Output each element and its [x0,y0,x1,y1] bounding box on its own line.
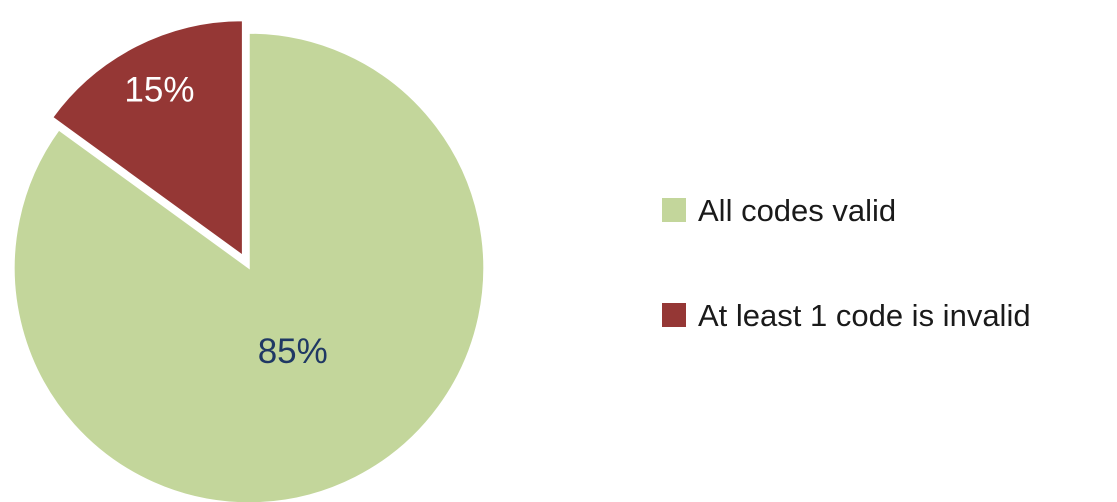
legend-swatch-invalid [662,303,686,327]
pie-slice-labels: 85% 15% [124,70,327,371]
legend-label-invalid: At least 1 code is invalid [698,298,1031,333]
legend-item-invalid: At least 1 code is invalid [662,298,1031,333]
pie-slice-invalid [51,19,244,257]
pie-slice-all-codes-valid [13,32,485,502]
legend-label-all-codes-valid: All codes valid [698,193,896,228]
slice-label-all-codes-valid: 85% [258,332,328,371]
slice-label-invalid: 15% [124,70,194,109]
legend-item-all-codes-valid: All codes valid [662,193,896,228]
legend: All codes valid At least 1 code is inval… [662,193,1031,333]
pie-slices [13,19,485,502]
legend-swatch-all-codes-valid [662,198,686,222]
